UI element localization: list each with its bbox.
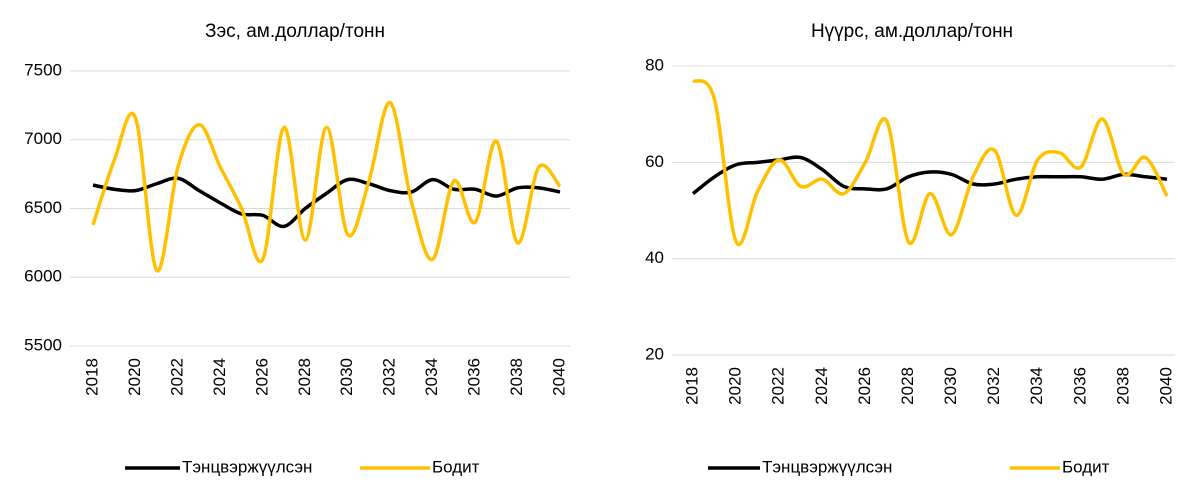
legend-label: Бодит: [1062, 457, 1110, 476]
series-line: [691, 78, 1169, 247]
legend-label: Тэнцвэржүүлсэн: [182, 457, 312, 476]
x-tick-label: 2022: [167, 358, 186, 396]
x-tick-label: 2020: [726, 367, 745, 405]
y-tick-label: 20: [645, 344, 664, 363]
series-line: [92, 176, 561, 229]
x-tick-label: 2026: [252, 358, 271, 396]
x-tick-label: 2028: [295, 358, 314, 396]
y-tick-label: 7000: [24, 129, 62, 148]
series-line: [91, 100, 562, 273]
x-tick-label: 2018: [82, 358, 101, 396]
x-tick-label: 2038: [507, 358, 526, 396]
legend-label: Бодит: [432, 457, 480, 476]
series-line: [691, 155, 1168, 196]
y-tick-label: 6500: [24, 198, 62, 217]
legend-label: Тэнцвэржүүлсэн: [762, 457, 892, 476]
x-tick-label: 2030: [337, 358, 356, 396]
x-tick-label: 2032: [984, 367, 1003, 405]
x-tick-label: 2036: [465, 358, 484, 396]
chart-title: Нүүрс, ам.доллар/тонн: [811, 21, 1013, 42]
x-tick-label: 2020: [125, 358, 144, 396]
x-tick-label: 2040: [1156, 367, 1175, 405]
y-tick-label: 5500: [24, 335, 62, 354]
x-tick-label: 2040: [549, 358, 568, 396]
y-tick-label: 7500: [24, 60, 62, 79]
chart-title: Зэс, ам.доллар/тонн: [205, 21, 385, 42]
x-tick-label: 2034: [1027, 367, 1046, 405]
y-tick-label: 60: [645, 152, 664, 171]
y-tick-label: 6000: [24, 267, 62, 286]
x-tick-label: 2024: [210, 358, 229, 396]
x-tick-label: 2038: [1113, 367, 1132, 405]
y-tick-label: 40: [645, 248, 664, 267]
x-tick-label: 2026: [855, 367, 874, 405]
x-tick-label: 2024: [812, 367, 831, 405]
x-tick-label: 2034: [422, 358, 441, 396]
y-tick-label: 80: [645, 55, 664, 74]
x-tick-label: 2022: [769, 367, 788, 405]
x-tick-label: 2028: [898, 367, 917, 405]
x-tick-label: 2018: [682, 367, 701, 405]
x-tick-label: 2030: [941, 367, 960, 405]
x-tick-label: 2036: [1070, 367, 1089, 405]
x-tick-label: 2032: [380, 358, 399, 396]
